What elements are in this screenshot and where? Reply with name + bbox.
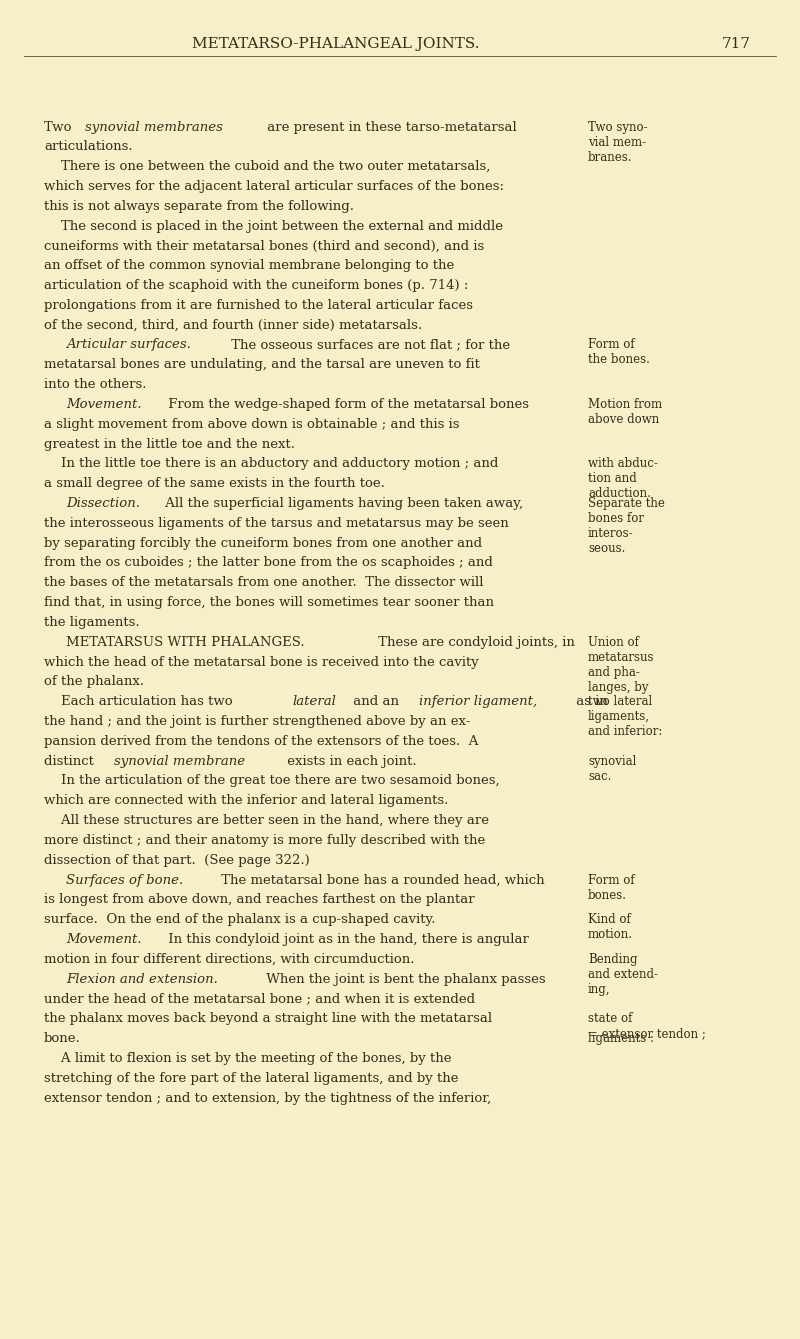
- Text: state of
= extensor tendon ;: state of = extensor tendon ;: [588, 1012, 706, 1040]
- Text: inferior ligament,: inferior ligament,: [419, 695, 538, 708]
- Text: under the head of the metatarsal bone ; and when it is extended: under the head of the metatarsal bone ; …: [44, 992, 475, 1006]
- Text: with abduc-
tion and
adduction.: with abduc- tion and adduction.: [588, 458, 658, 501]
- Text: lateral: lateral: [293, 695, 337, 708]
- Text: Bending
and extend-
ing,: Bending and extend- ing,: [588, 953, 658, 996]
- Text: motion in four different directions, with circumduction.: motion in four different directions, wit…: [44, 953, 414, 965]
- Text: which are connected with the inferior and lateral ligaments.: which are connected with the inferior an…: [44, 794, 448, 807]
- Text: an offset of the common synovial membrane belonging to the: an offset of the common synovial membran…: [44, 260, 454, 272]
- Text: which serves for the adjacent lateral articular surfaces of the bones:: which serves for the adjacent lateral ar…: [44, 179, 504, 193]
- Text: There is one between the cuboid and the two outer metatarsals,: There is one between the cuboid and the …: [44, 161, 490, 173]
- Text: pansion derived from the tendons of the extensors of the toes.  A: pansion derived from the tendons of the …: [44, 735, 478, 749]
- Text: exists in each joint.: exists in each joint.: [283, 755, 417, 767]
- Text: Dissection.: Dissection.: [66, 497, 140, 510]
- Text: The metatarsal bone has a rounded head, which: The metatarsal bone has a rounded head, …: [218, 873, 545, 886]
- Text: the ligaments.: the ligaments.: [44, 616, 140, 629]
- Text: articulation of the scaphoid with the cuneiform bones (p. 714) :: articulation of the scaphoid with the cu…: [44, 279, 468, 292]
- Text: find that, in using force, the bones will sometimes tear sooner than: find that, in using force, the bones wil…: [44, 596, 494, 609]
- Text: dissection of that part.  (See page 322.): dissection of that part. (See page 322.): [44, 854, 310, 866]
- Text: Union of
metatarsus
and pha-
langes, by: Union of metatarsus and pha- langes, by: [588, 636, 654, 694]
- Text: The second is placed in the joint between the external and middle: The second is placed in the joint betwee…: [44, 220, 503, 233]
- Text: Motion from
above down: Motion from above down: [588, 398, 662, 426]
- Text: All the superficial ligaments having been taken away,: All the superficial ligaments having bee…: [162, 497, 523, 510]
- Text: bone.: bone.: [44, 1032, 81, 1046]
- Text: METATARSO-PHALANGEAL JOINTS.: METATARSO-PHALANGEAL JOINTS.: [192, 37, 480, 51]
- Text: prolongations from it are furnished to the lateral articular faces: prolongations from it are furnished to t…: [44, 299, 473, 312]
- Text: A limit to flexion is set by the meeting of the bones, by the: A limit to flexion is set by the meeting…: [44, 1052, 451, 1065]
- Text: which the head of the metatarsal bone is received into the cavity: which the head of the metatarsal bone is…: [44, 656, 478, 668]
- Text: a slight movement from above down is obtainable ; and this is: a slight movement from above down is obt…: [44, 418, 459, 431]
- Text: of the phalanx.: of the phalanx.: [44, 675, 144, 688]
- Text: The osseous surfaces are not flat ; for the: The osseous surfaces are not flat ; for …: [227, 339, 510, 352]
- Text: of the second, third, and fourth (inner side) metatarsals.: of the second, third, and fourth (inner …: [44, 319, 422, 332]
- Text: the interosseous ligaments of the tarsus and metatarsus may be seen: the interosseous ligaments of the tarsus…: [44, 517, 509, 530]
- Text: greatest in the little toe and the next.: greatest in the little toe and the next.: [44, 438, 295, 451]
- Text: Each articulation has two: Each articulation has two: [44, 695, 237, 708]
- Text: is longest from above down, and reaches farthest on the plantar: is longest from above down, and reaches …: [44, 893, 474, 907]
- Text: this is not always separate from the following.: this is not always separate from the fol…: [44, 200, 354, 213]
- Text: Form of
bones.: Form of bones.: [588, 873, 634, 901]
- Text: more distinct ; and their anatomy is more fully described with the: more distinct ; and their anatomy is mor…: [44, 834, 486, 848]
- Text: by separating forcibly the cuneiform bones from one another and: by separating forcibly the cuneiform bon…: [44, 537, 482, 550]
- Text: In the articulation of the great toe there are two sesamoid bones,: In the articulation of the great toe the…: [44, 774, 500, 787]
- Text: the phalanx moves back beyond a straight line with the metatarsal: the phalanx moves back beyond a straight…: [44, 1012, 492, 1026]
- Text: Flexion and extension.: Flexion and extension.: [66, 972, 218, 986]
- Text: 717: 717: [722, 37, 750, 51]
- Text: are present in these tarso-metatarsal: are present in these tarso-metatarsal: [263, 121, 517, 134]
- Text: Movement.: Movement.: [66, 933, 142, 947]
- Text: synovial membrane: synovial membrane: [114, 755, 245, 767]
- Text: a small degree of the same exists in the fourth toe.: a small degree of the same exists in the…: [44, 477, 385, 490]
- Text: In this condyloid joint as in the hand, there is angular: In this condyloid joint as in the hand, …: [163, 933, 528, 947]
- Text: the hand ; and the joint is further strengthened above by an ex-: the hand ; and the joint is further stre…: [44, 715, 470, 728]
- Text: Articular surfaces.: Articular surfaces.: [66, 339, 191, 352]
- Text: extensor tendon ; and to extension, by the tightness of the inferior,: extensor tendon ; and to extension, by t…: [44, 1091, 491, 1105]
- Text: synovial
sac.: synovial sac.: [588, 755, 636, 783]
- Text: stretching of the fore part of the lateral ligaments, and by the: stretching of the fore part of the later…: [44, 1071, 458, 1085]
- Text: cuneiforms with their metatarsal bones (third and second), and is: cuneiforms with their metatarsal bones (…: [44, 240, 484, 253]
- Text: from the os cuboides ; the latter bone from the os scaphoides ; and: from the os cuboides ; the latter bone f…: [44, 557, 493, 569]
- Text: Two: Two: [44, 121, 76, 134]
- Text: ligaments :: ligaments :: [588, 1032, 654, 1046]
- Text: These are condyloid joints, in: These are condyloid joints, in: [374, 636, 574, 649]
- Text: Kind of
motion.: Kind of motion.: [588, 913, 633, 941]
- Text: When the joint is bent the phalanx passes: When the joint is bent the phalanx passe…: [262, 972, 546, 986]
- Text: surface.  On the end of the phalanx is a cup-shaped cavity.: surface. On the end of the phalanx is a …: [44, 913, 435, 927]
- Text: articulations.: articulations.: [44, 141, 133, 154]
- Text: into the others.: into the others.: [44, 378, 146, 391]
- Text: All these structures are better seen in the hand, where they are: All these structures are better seen in …: [44, 814, 489, 828]
- Text: From the wedge-shaped form of the metatarsal bones: From the wedge-shaped form of the metata…: [163, 398, 529, 411]
- Text: as in: as in: [572, 695, 608, 708]
- Text: metatarsal bones are undulating, and the tarsal are uneven to fit: metatarsal bones are undulating, and the…: [44, 359, 480, 371]
- Text: two lateral
ligaments,
and inferior:: two lateral ligaments, and inferior:: [588, 695, 662, 738]
- Text: Separate the
bones for
interos-
seous.: Separate the bones for interos- seous.: [588, 497, 665, 556]
- Text: METATARSUS WITH PHALANGES.: METATARSUS WITH PHALANGES.: [66, 636, 305, 649]
- Text: distinct: distinct: [44, 755, 98, 767]
- Text: Two syno-
vial mem-
branes.: Two syno- vial mem- branes.: [588, 121, 648, 163]
- Text: and an: and an: [350, 695, 404, 708]
- Text: Movement.: Movement.: [66, 398, 142, 411]
- Text: Surfaces of bone.: Surfaces of bone.: [66, 873, 183, 886]
- Text: In the little toe there is an abductory and adductory motion ; and: In the little toe there is an abductory …: [44, 458, 498, 470]
- Text: synovial membranes: synovial membranes: [85, 121, 223, 134]
- Text: the bases of the metatarsals from one another.  The dissector will: the bases of the metatarsals from one an…: [44, 576, 483, 589]
- Text: Form of
the bones.: Form of the bones.: [588, 339, 650, 367]
